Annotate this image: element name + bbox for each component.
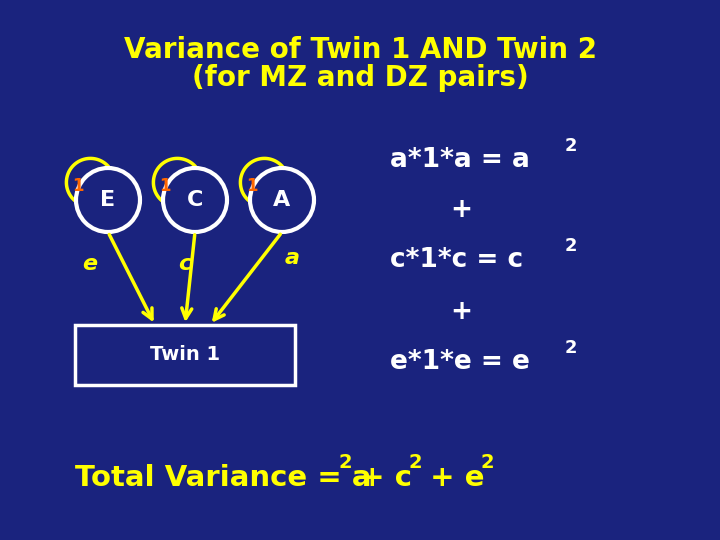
Text: a*1*a = a: a*1*a = a (390, 147, 530, 173)
FancyBboxPatch shape (75, 325, 295, 385)
Text: 2: 2 (565, 137, 577, 155)
Text: a: a (284, 248, 300, 268)
Text: 2: 2 (338, 453, 351, 471)
Text: 2: 2 (565, 339, 577, 357)
Circle shape (76, 168, 140, 232)
Text: 2: 2 (480, 453, 494, 471)
Text: E: E (100, 190, 116, 210)
Text: +: + (450, 299, 472, 325)
Text: 1: 1 (159, 177, 171, 194)
Text: 2: 2 (408, 453, 422, 471)
Text: Total Variance = a: Total Variance = a (75, 464, 372, 492)
Text: (for MZ and DZ pairs): (for MZ and DZ pairs) (192, 64, 528, 92)
Circle shape (163, 168, 227, 232)
Text: A: A (274, 190, 291, 210)
Text: 2: 2 (565, 237, 577, 255)
Circle shape (250, 168, 314, 232)
Text: e*1*e = e: e*1*e = e (390, 349, 530, 375)
Text: c: c (179, 253, 192, 273)
Text: 1: 1 (72, 177, 84, 194)
Text: + c: + c (350, 464, 412, 492)
Text: c*1*c = c: c*1*c = c (390, 247, 523, 273)
Text: Variance of Twin 1 AND Twin 2: Variance of Twin 1 AND Twin 2 (124, 36, 596, 64)
Text: e: e (82, 253, 98, 273)
Text: C: C (186, 190, 203, 210)
Text: 1: 1 (246, 177, 257, 194)
Text: Twin 1: Twin 1 (150, 346, 220, 365)
Text: + e: + e (420, 464, 485, 492)
Text: +: + (450, 197, 472, 223)
